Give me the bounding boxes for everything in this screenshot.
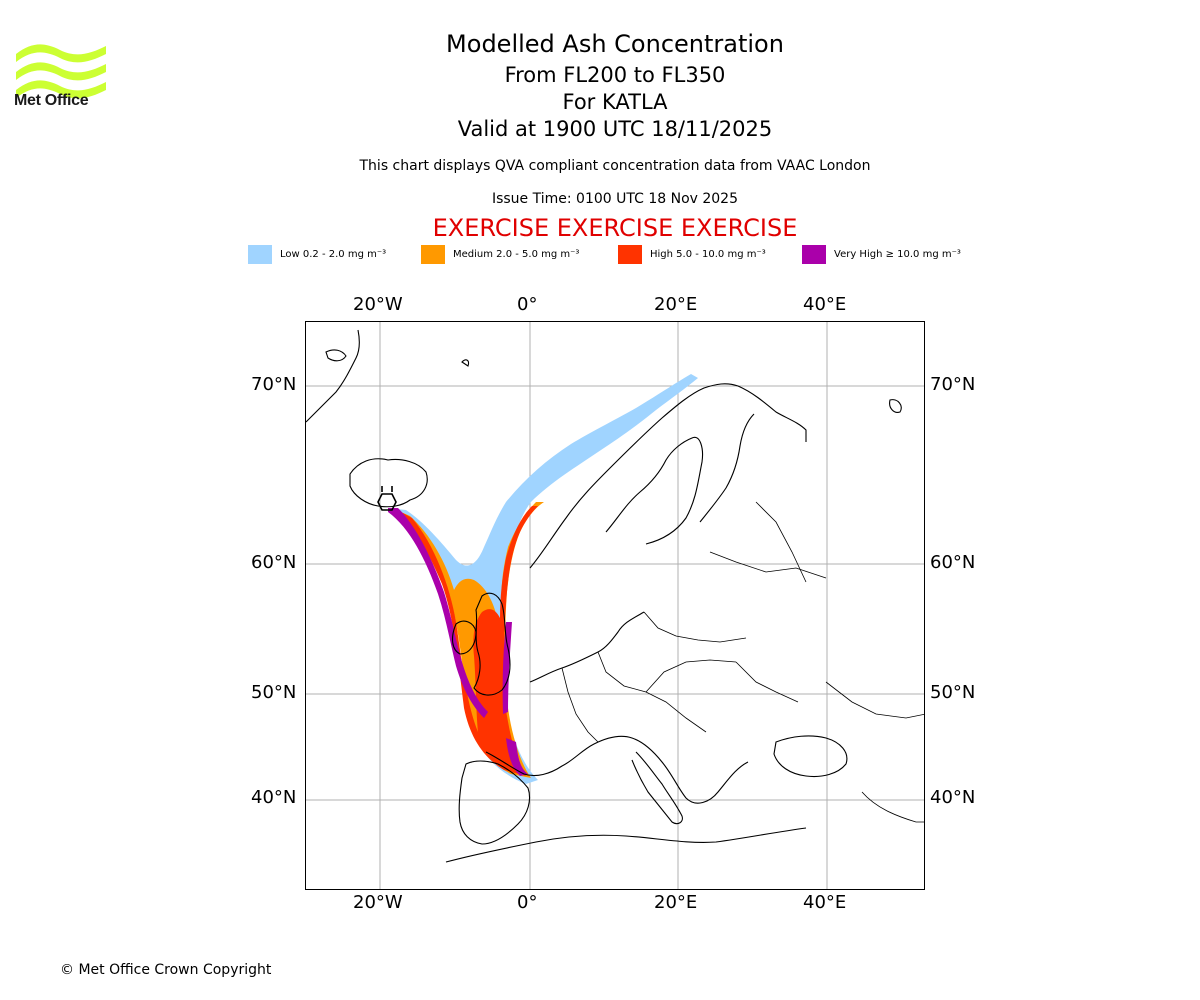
gridlines — [306, 322, 924, 889]
lon-tick-top-40e: 40°E — [803, 294, 847, 315]
lon-tick-top-0: 0° — [517, 294, 538, 315]
legend-item-very-high: Very High ≥ 10.0 mg m⁻³ — [802, 244, 961, 264]
ash-plume-very-high — [388, 508, 528, 776]
lat-tick-left-60n: 60°N — [251, 552, 297, 573]
lon-tick-top-20e: 20°E — [654, 294, 698, 315]
lat-tick-left-40n: 40°N — [251, 787, 297, 808]
legend-swatch-low — [248, 244, 272, 264]
volcano-marker-icon — [377, 486, 397, 511]
flight-level-subtitle: From FL200 to FL350 — [504, 63, 726, 87]
issue-time: Issue Time: 0100 UTC 18 Nov 2025 — [491, 191, 739, 207]
lat-tick-left-50n: 50°N — [251, 682, 297, 703]
lat-tick-left-70n: 70°N — [251, 374, 297, 395]
legend-label-high: High 5.0 - 10.0 mg m⁻³ — [650, 248, 766, 260]
lat-tick-right-70n: 70°N — [930, 374, 976, 395]
exercise-banner: EXERCISE EXERCISE EXERCISE — [432, 214, 798, 242]
lon-tick-bottom-0: 0° — [517, 892, 538, 913]
coastlines — [306, 329, 924, 863]
lon-tick-bottom-20e: 20°E — [654, 892, 698, 913]
chart-title: Modelled Ash Concentration — [446, 30, 784, 58]
lat-tick-right-50n: 50°N — [930, 682, 976, 703]
legend-item-high: High 5.0 - 10.0 mg m⁻³ — [618, 244, 766, 264]
copyright-notice: © Met Office Crown Copyright — [60, 962, 272, 978]
legend-swatch-high — [618, 244, 642, 264]
ash-plume-high — [394, 506, 538, 776]
legend-swatch-very-high — [802, 244, 826, 264]
legend-label-low: Low 0.2 - 2.0 mg m⁻³ — [280, 248, 387, 260]
lon-tick-bottom-40e: 40°E — [803, 892, 847, 913]
ash-plume-medium — [392, 502, 544, 778]
valid-time-subtitle: Valid at 1900 UTC 18/11/2025 — [457, 117, 773, 141]
lon-tick-top-20w: 20°W — [353, 294, 403, 315]
legend-swatch-medium — [421, 244, 445, 264]
lat-tick-right-40n: 40°N — [930, 787, 976, 808]
legend-label-very-high: Very High ≥ 10.0 mg m⁻³ — [834, 248, 961, 260]
map-canvas — [306, 322, 924, 889]
compliance-note: This chart displays QVA compliant concen… — [359, 158, 871, 174]
lat-tick-right-60n: 60°N — [930, 552, 976, 573]
logo-text: Met Office — [14, 92, 89, 109]
map-panel[interactable] — [305, 321, 925, 890]
lon-tick-bottom-20w: 20°W — [353, 892, 403, 913]
legend-item-low: Low 0.2 - 2.0 mg m⁻³ — [248, 244, 386, 264]
legend-item-medium: Medium 2.0 - 5.0 mg m⁻³ — [421, 244, 579, 264]
met-office-logo-icon — [16, 44, 106, 99]
volcano-subtitle: For KATLA — [562, 90, 668, 114]
legend-label-medium: Medium 2.0 - 5.0 mg m⁻³ — [453, 248, 580, 260]
